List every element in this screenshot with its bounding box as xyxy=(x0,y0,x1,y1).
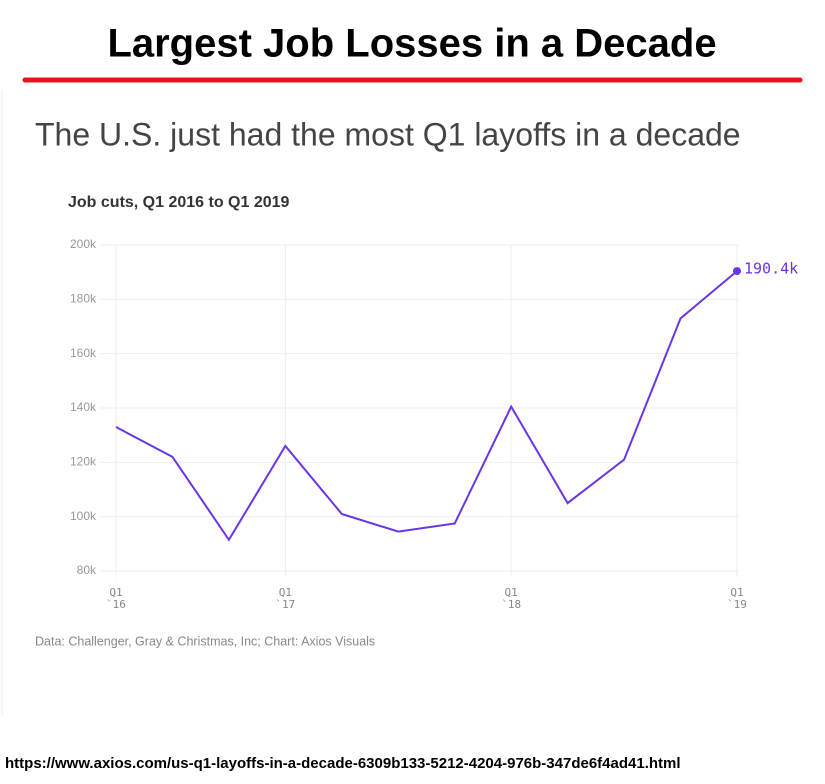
x-tick-label: Q1 `19 xyxy=(727,586,747,611)
y-tick-label: 140k xyxy=(70,400,97,414)
value-label: 190.4k xyxy=(744,260,798,278)
y-tick-label: 80k xyxy=(77,563,97,577)
x-tick-label: Q1 `17 xyxy=(275,586,296,611)
header: Largest Job Losses in a Decade xyxy=(107,22,716,66)
chart-title: The U.S. just had the most Q1 layoffs in… xyxy=(35,116,741,152)
source: Data: Challenger, Gray & Christmas, Inc;… xyxy=(35,634,375,648)
y-tick-label: 120k xyxy=(70,455,97,469)
y-tick-label: 200k xyxy=(70,237,97,251)
x-tick-label: Q1 `18 xyxy=(501,586,522,611)
y-tick-label: 160k xyxy=(70,346,97,360)
y-tick-label: 100k xyxy=(70,509,97,523)
url: https://www.axios.com/us-q1-layoffs-in-a… xyxy=(5,755,681,772)
x-tick-label: Q1 `16 xyxy=(106,586,126,611)
point xyxy=(733,267,741,276)
line xyxy=(115,270,738,542)
y-tick-label: 180k xyxy=(70,292,97,306)
chart-subtitle: Job cuts, Q1 2016 to Q1 2019 xyxy=(68,194,290,211)
